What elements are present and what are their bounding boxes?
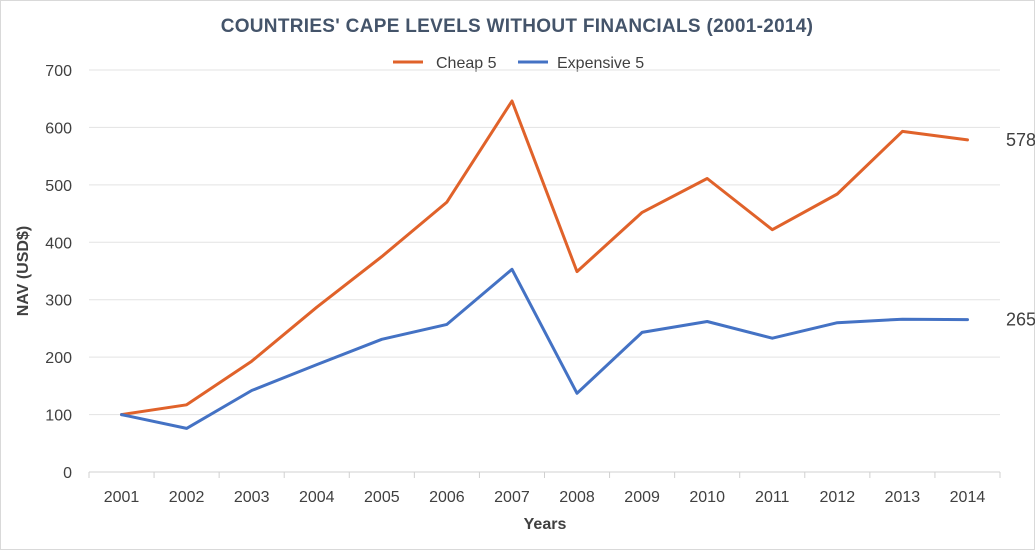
chart-title: COUNTRIES' CAPE LEVELS WITHOUT FINANCIAL…	[221, 16, 814, 37]
x-tick-label: 2001	[104, 489, 140, 506]
legend-label: Expensive 5	[557, 55, 644, 72]
y-tick-label: 100	[45, 408, 72, 425]
gridlines	[89, 69, 1000, 473]
x-tick-label: 2003	[234, 489, 270, 506]
x-tick-label: 2004	[299, 489, 335, 506]
x-tick-label: 2002	[169, 489, 205, 506]
series-line-cheap-5	[120, 99, 969, 417]
x-tick-label: 2008	[559, 489, 595, 506]
x-axis-ticks: 2001 2002 2003 2004 2005 2006 2007 2008 2009 2010…	[88, 472, 1001, 506]
x-tick-label: 2011	[755, 489, 790, 506]
y-axis-title: NAV (USD$)	[15, 226, 32, 316]
series-line-expensive-5	[120, 267, 969, 430]
end-label-expensive-5: 265.3	[1006, 310, 1035, 330]
y-tick-label: 0	[63, 465, 72, 482]
y-axis-ticks: 0 100 200 300 400 500 600 700	[45, 63, 72, 482]
y-tick-label: 200	[45, 350, 72, 367]
legend: Cheap 5 Expensive 5	[393, 55, 644, 72]
x-tick-label: 2012	[820, 489, 856, 506]
x-tick-label: 2006	[429, 489, 465, 506]
legend-label: Cheap 5	[436, 55, 497, 72]
x-axis-title: Years	[524, 516, 567, 533]
x-tick-label: 2009	[624, 489, 660, 506]
series-group	[120, 99, 969, 430]
y-tick-label: 400	[45, 235, 72, 252]
y-tick-label: 500	[45, 178, 72, 195]
x-tick-label: 2010	[689, 489, 725, 506]
end-labels: 578.2 265.3	[1006, 130, 1035, 330]
x-tick-label: 2013	[885, 489, 921, 506]
x-tick-label: 2007	[494, 489, 530, 506]
y-tick-label: 700	[45, 63, 72, 80]
x-tick-label: 2005	[364, 489, 400, 506]
y-tick-label: 300	[45, 293, 72, 310]
x-tick-label: 2014	[950, 489, 986, 506]
end-label-cheap-5: 578.2	[1006, 130, 1035, 150]
y-tick-label: 600	[45, 120, 72, 137]
